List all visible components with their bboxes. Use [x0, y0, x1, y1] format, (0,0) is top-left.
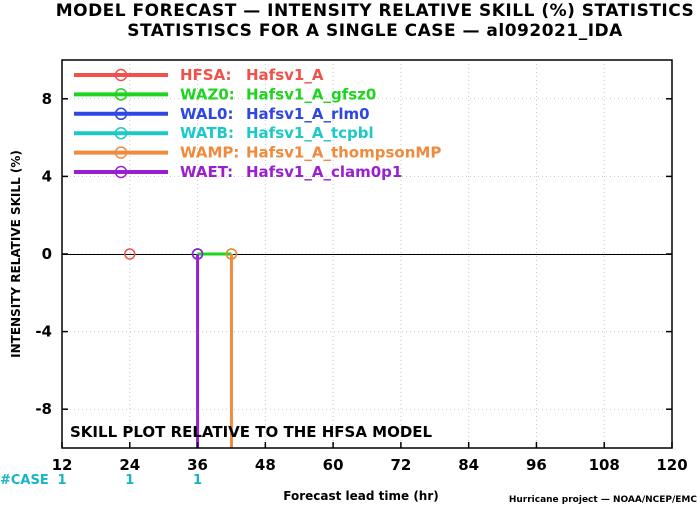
x-tick-label: 96	[526, 456, 547, 474]
legend-code: WAZ0:	[180, 85, 235, 103]
chart-subtitle: STATISTISCS FOR A SINGLE CASE — al092021…	[127, 21, 623, 41]
legend-name: Hafsv1_A_gfsz0	[246, 85, 376, 103]
x-tick-label: 108	[589, 456, 620, 474]
y-tick-label: 8	[42, 90, 52, 108]
legend: HFSA: Hafsv1_A WAZ0: Hafsv1_A_gfsz0 WAL0: Haf…	[74, 66, 441, 181]
legend-code: HFSA:	[180, 66, 232, 84]
legend-swatch-marker	[114, 146, 128, 159]
legend-code: WAMP:	[180, 144, 239, 162]
chart-title: MODEL FORECAST — INTENSITY RELATIVE SKIL…	[56, 1, 695, 21]
x-tick-label: 48	[255, 456, 276, 474]
legend-code: WAL0:	[180, 105, 233, 123]
series-layer	[124, 248, 238, 448]
case-count: 1	[125, 473, 134, 488]
legend-code: WATB:	[180, 124, 234, 142]
case-count: 1	[193, 473, 202, 488]
data-point	[191, 248, 204, 260]
x-tick-label: 60	[323, 456, 344, 474]
skill-note: SKILL PLOT RELATIVE TO THE HFSA MODEL	[70, 423, 433, 441]
y-tick-label: -4	[35, 323, 52, 341]
x-axis-label: Forecast lead time (hr)	[283, 489, 439, 503]
legend-swatch-marker	[114, 126, 128, 140]
x-tick-label: 72	[390, 456, 411, 474]
case-label: #CASE	[0, 473, 49, 488]
x-axis-ticks: 12 24 36 48 60 72 84 96 108 120	[52, 442, 688, 474]
case-counts: 1 1 1	[57, 473, 202, 488]
legend-name: Hafsv1_A_tcpbl	[246, 124, 374, 142]
y-tick-label: 4	[42, 167, 52, 185]
y-tick-label: -8	[35, 400, 52, 418]
legend-swatch-marker	[114, 68, 128, 82]
data-point	[225, 248, 238, 260]
x-tick-label: 120	[656, 456, 687, 474]
y-tick-label: 0	[42, 245, 52, 263]
legend-name: Hafsv1_A_clam0p1	[246, 163, 402, 181]
data-point	[124, 248, 136, 260]
x-tick-label: 36	[187, 456, 208, 474]
x-tick-label: 12	[52, 456, 73, 474]
x-tick-label: 84	[458, 456, 479, 474]
y-axis-ticks: 8 4 0 -4 -8	[35, 90, 672, 418]
legend-swatch-marker	[114, 165, 128, 179]
legend-swatch-marker	[114, 107, 128, 121]
legend-name: Hafsv1_A_thompsonMP	[246, 144, 441, 162]
legend-name: Hafsv1_A	[246, 66, 324, 84]
legend-name: Hafsv1_A_rlm0	[246, 105, 370, 123]
credit-text: Hurricane project — NOAA/NCEP/EMC	[509, 495, 698, 505]
y-axis-label: INTENSITY RELATIVE SKILL (%)	[9, 150, 23, 358]
legend-swatch-marker	[114, 88, 128, 101]
x-tick-label: 24	[119, 456, 140, 474]
legend-code: WAET:	[180, 163, 233, 181]
case-count: 1	[57, 473, 66, 488]
